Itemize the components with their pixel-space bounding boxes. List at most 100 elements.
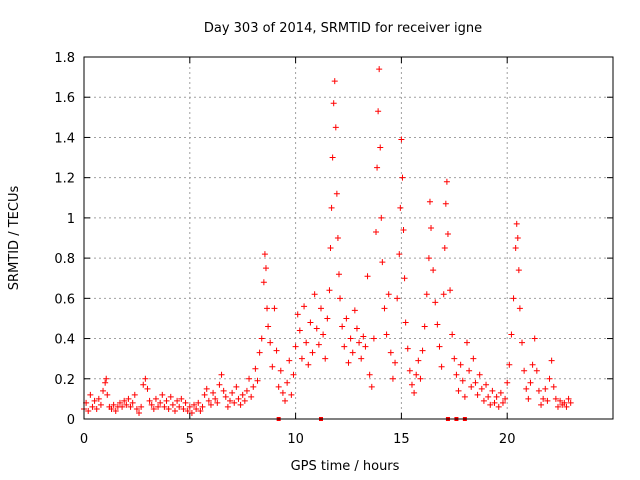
- data-point: [267, 339, 274, 346]
- x-axis-label: GPS time / hours: [291, 459, 400, 474]
- data-point: [379, 259, 386, 266]
- data-point: [93, 405, 100, 412]
- data-point: [538, 401, 545, 408]
- data-point: [243, 387, 250, 394]
- data-point: [222, 393, 229, 400]
- data-point: [110, 401, 117, 408]
- data-point: [296, 327, 303, 334]
- data-point: [100, 387, 107, 394]
- y-tick-label: 0.4: [54, 333, 75, 348]
- data-point: [341, 343, 348, 350]
- data-point: [542, 385, 549, 392]
- data-point: [398, 136, 405, 143]
- data-point: [207, 401, 214, 408]
- data-point: [502, 395, 509, 402]
- y-tick-label: 1.4: [54, 131, 75, 146]
- data-point: [504, 379, 511, 386]
- data-point: [565, 395, 572, 402]
- data-point: [523, 385, 530, 392]
- data-point: [301, 303, 308, 310]
- data-point: [155, 403, 162, 410]
- data-point: [497, 389, 504, 396]
- data-point: [453, 371, 460, 378]
- data-point: [373, 228, 380, 235]
- data-point: [292, 343, 299, 350]
- data-point: [159, 391, 166, 398]
- data-point: [152, 395, 159, 402]
- data-point: [258, 335, 265, 342]
- data-point: [491, 399, 498, 406]
- data-point: [288, 391, 295, 398]
- data-point: [529, 361, 536, 368]
- data-point: [195, 399, 202, 406]
- data-point: [546, 375, 553, 382]
- data-point: [457, 361, 464, 368]
- y-tick-label: 1.8: [54, 51, 75, 66]
- data-point: [400, 226, 407, 233]
- data-point: [408, 381, 415, 388]
- data-point: [444, 230, 451, 237]
- data-point: [463, 339, 470, 346]
- data-point: [417, 375, 424, 382]
- data-point: [311, 291, 318, 298]
- y-tick-label: 0.6: [54, 292, 75, 307]
- data-point: [193, 405, 200, 412]
- data-point: [260, 279, 267, 286]
- data-point: [370, 335, 377, 342]
- data-point: [150, 405, 157, 412]
- data-point: [229, 389, 236, 396]
- data-point: [138, 403, 145, 410]
- data-point: [438, 363, 445, 370]
- data-point: [136, 409, 143, 416]
- data-point: [406, 367, 413, 374]
- data-point: [165, 405, 172, 412]
- data-point: [163, 397, 170, 404]
- data-point: [512, 245, 519, 252]
- data-point: [480, 397, 487, 404]
- data-point: [273, 347, 280, 354]
- data-point: [489, 387, 496, 394]
- data-point: [246, 375, 253, 382]
- data-point: [399, 174, 406, 181]
- data-point: [133, 405, 140, 412]
- plot-frame: [83, 56, 614, 420]
- data-point: [378, 214, 385, 221]
- data-point: [404, 345, 411, 352]
- data-point: [476, 371, 483, 378]
- data-point: [499, 399, 506, 406]
- data-point: [233, 383, 240, 390]
- data-point: [563, 403, 570, 410]
- data-point: [140, 381, 147, 388]
- data-point: [548, 357, 555, 364]
- data-point: [506, 361, 513, 368]
- y-tick-label: 0.8: [54, 252, 75, 267]
- data-point: [279, 389, 286, 396]
- data-point: [241, 397, 248, 404]
- data-point: [550, 383, 557, 390]
- data-point: [216, 381, 223, 388]
- data-point: [227, 397, 234, 404]
- data-point: [508, 331, 515, 338]
- data-point: [237, 401, 244, 408]
- data-point: [347, 335, 354, 342]
- data-point: [262, 265, 269, 272]
- data-point: [95, 395, 102, 402]
- data-point: [533, 367, 540, 374]
- data-point: [212, 395, 219, 402]
- data-point: [515, 267, 522, 274]
- data-point: [252, 365, 259, 372]
- data-point: [282, 397, 289, 404]
- data-point: [307, 319, 314, 326]
- data-point: [552, 395, 559, 402]
- axis-ticks: [83, 56, 613, 420]
- data-point: [432, 299, 439, 306]
- data-point: [561, 399, 568, 406]
- data-point: [248, 393, 255, 400]
- data-point: [374, 164, 381, 171]
- data-point: [184, 407, 191, 414]
- data-point: [383, 331, 390, 338]
- data-point: [554, 403, 561, 410]
- data-point: [423, 291, 430, 298]
- data-point: [335, 271, 342, 278]
